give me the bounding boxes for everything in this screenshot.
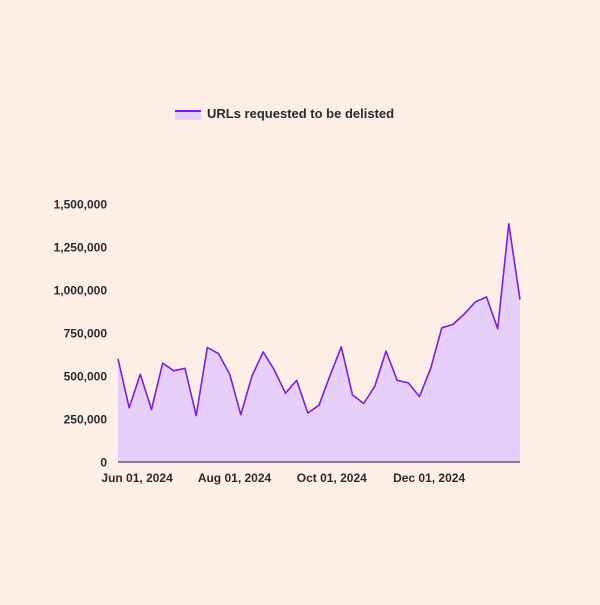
y-tick-label: 0 (100, 456, 107, 470)
y-tick-label: 500,000 (64, 370, 108, 384)
series-area (118, 223, 520, 462)
x-tick-label: Oct 01, 2024 (297, 471, 367, 485)
chart-legend[interactable]: URLs requested to be delisted (175, 106, 394, 121)
y-tick-label: 1,000,000 (54, 284, 108, 298)
series-line (117, 223, 521, 417)
legend-label: URLs requested to be delisted (207, 106, 395, 121)
x-tick-label: Jun 01, 2024 (101, 471, 173, 485)
y-tick-label: 1,500,000 (54, 198, 108, 212)
legend-swatch (175, 108, 201, 120)
y-tick-label: 1,250,000 (54, 241, 108, 255)
y-tick-label: 750,000 (64, 327, 108, 341)
x-tick-label: Aug 01, 2024 (198, 471, 272, 485)
x-tick-label: Dec 01, 2024 (393, 471, 465, 485)
y-tick-label: 250,000 (64, 413, 108, 427)
